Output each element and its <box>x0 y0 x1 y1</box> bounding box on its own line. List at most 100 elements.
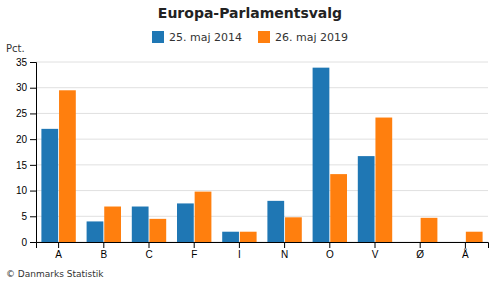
bar <box>149 219 166 242</box>
bar-series <box>41 68 374 242</box>
annotation: © Danmarks Statistik <box>6 269 104 279</box>
legend-item: 26. maj 2019 <box>258 31 348 44</box>
legend-item: 25. maj 2014 <box>152 31 242 44</box>
tick: 15 <box>16 160 36 171</box>
bar <box>240 232 257 242</box>
bar-series <box>59 90 483 242</box>
tick: O <box>326 242 334 260</box>
bar <box>132 207 149 242</box>
tick-mark <box>30 216 36 217</box>
y-label: Pct. <box>6 43 25 54</box>
bar <box>285 217 302 242</box>
tick-mark <box>420 242 421 248</box>
tick-mark <box>375 242 376 248</box>
bar <box>421 218 438 242</box>
tick: 5 <box>21 211 36 222</box>
tick-label: 20 <box>16 134 28 145</box>
bar <box>313 68 330 242</box>
grid-line <box>36 216 488 217</box>
tick-label: N <box>281 249 288 260</box>
tick: 35 <box>16 57 36 68</box>
tick-mark <box>30 88 36 89</box>
tick: F <box>191 242 197 260</box>
bar <box>104 207 121 242</box>
bar <box>448 242 465 243</box>
tick-label: Ø <box>416 249 424 260</box>
tick: 0 <box>21 237 36 248</box>
bar <box>358 156 375 242</box>
tick-mark <box>30 139 36 140</box>
axis-line <box>37 243 489 249</box>
bar <box>267 201 284 242</box>
legend-swatch <box>152 31 164 43</box>
bar <box>41 129 58 242</box>
tick: 30 <box>16 82 36 93</box>
bar <box>177 203 194 242</box>
tick-label: F <box>191 249 197 260</box>
legend: 25. maj 2014 26. maj 2019 <box>152 31 348 44</box>
plot: 0 5 10 15 20 25 30 35 A B C F I N O V Ø Å <box>16 57 489 260</box>
chart: Europa-Parlamentsvalg 0 5 10 15 20 25 30 35 A B C F I… <box>0 0 500 282</box>
grid-line <box>36 139 488 140</box>
grid-line <box>36 164 488 165</box>
legend-label: 25. maj 2014 <box>169 31 242 44</box>
grid-line <box>36 62 488 63</box>
tick-mark <box>58 242 59 248</box>
y-axis: 0 5 10 15 20 25 30 35 <box>16 57 37 248</box>
tick-label: 35 <box>16 57 28 68</box>
title: Europa-Parlamentsvalg <box>158 5 342 21</box>
tick-label: I <box>238 249 241 260</box>
tick: 20 <box>16 134 36 145</box>
tick-mark <box>30 113 36 114</box>
tick-label: 5 <box>21 211 27 222</box>
tick-label: C <box>145 249 152 260</box>
tick: B <box>100 242 107 260</box>
tick-mark <box>329 242 330 248</box>
tick: I <box>238 242 241 260</box>
tick-mark <box>30 191 36 192</box>
tick-mark <box>465 242 466 248</box>
tick-label: O <box>326 249 334 260</box>
tick-label: B <box>100 249 107 260</box>
grid-line <box>36 113 488 114</box>
bar <box>403 242 420 243</box>
tick: Ø <box>416 242 424 260</box>
tick-label: 30 <box>16 82 28 93</box>
tick-label: 15 <box>16 160 28 171</box>
tick: C <box>145 242 152 260</box>
legend-label: 26. maj 2019 <box>275 31 348 44</box>
bar <box>330 174 347 242</box>
bar <box>59 90 76 242</box>
tick-mark <box>194 242 195 248</box>
tick: 25 <box>16 108 36 119</box>
tick-label: 0 <box>21 237 27 248</box>
grid <box>36 62 488 242</box>
axis-line <box>30 63 37 243</box>
x-axis: ABCFINOVØÅ <box>37 242 489 260</box>
tick-mark <box>30 165 36 166</box>
tick-mark <box>30 62 36 63</box>
tick-mark <box>103 242 104 248</box>
tick: N <box>281 242 288 260</box>
bar <box>375 118 392 242</box>
tick: A <box>55 242 62 260</box>
tick-label: 10 <box>16 185 28 196</box>
bar <box>222 232 239 242</box>
tick: 10 <box>16 185 36 196</box>
tick-mark <box>149 242 150 248</box>
bars <box>41 68 482 242</box>
tick-mark <box>30 242 36 243</box>
tick-label: 25 <box>16 108 28 119</box>
tick-mark <box>239 242 240 248</box>
tick: Å <box>462 242 469 260</box>
grid-line <box>36 190 488 191</box>
tick-label: V <box>372 249 379 260</box>
tick: V <box>372 242 379 260</box>
legend-swatch <box>258 31 270 43</box>
bar <box>195 192 212 242</box>
grid-line <box>36 87 488 88</box>
tick-label: A <box>55 249 62 260</box>
tick-label: Å <box>462 248 469 260</box>
bar <box>87 221 104 242</box>
bar <box>466 232 483 242</box>
